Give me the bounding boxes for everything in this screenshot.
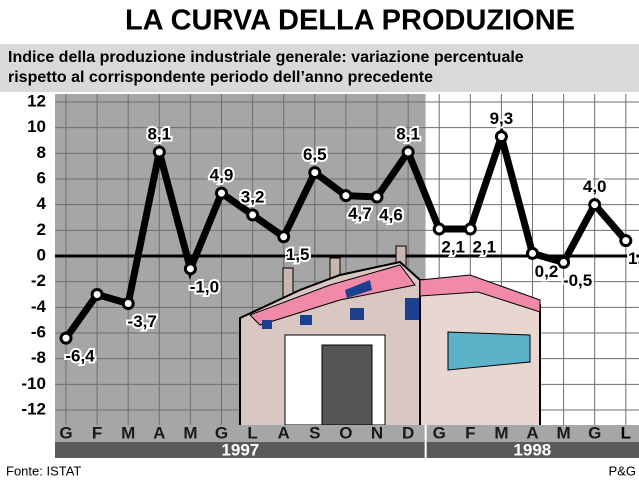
value-label: 9,3 [490, 109, 514, 128]
data-point [559, 257, 569, 267]
y-tick-label: -6 [31, 322, 46, 341]
x-tick-label: S [309, 423, 320, 442]
data-point [248, 210, 258, 220]
x-group-label: 1998 [513, 440, 551, 459]
y-tick-label: -10 [21, 374, 46, 393]
y-tick-label: -2 [31, 271, 46, 290]
data-point [590, 200, 600, 210]
data-point [92, 290, 102, 300]
y-tick-label: 8 [37, 143, 46, 162]
subtitle: rispetto al corrispondente periodo dell’… [8, 69, 433, 86]
value-label: 6,5 [303, 145, 327, 164]
value-label: 2,1 [472, 238, 496, 257]
y-tick-label: 2 [37, 220, 46, 239]
x-tick-label: M [121, 423, 135, 442]
y-tick-label: -8 [31, 348, 46, 367]
value-label: -0,5 [563, 271, 592, 290]
data-point [61, 333, 71, 343]
data-point [465, 224, 475, 234]
chart-title: LA CURVA DELLA PRODUZIONE [125, 5, 575, 37]
y-tick-label: 0 [37, 245, 46, 264]
y-tick-label: 6 [37, 168, 46, 187]
y-tick-label: 10 [27, 117, 46, 136]
value-label: 4,0 [583, 177, 607, 196]
page: LA CURVA DELLA PRODUZIONE Indice della p… [0, 0, 639, 487]
value-label: -6,4 [65, 347, 95, 366]
x-tick-label: A [153, 423, 165, 442]
value-label: 1,5 [286, 245, 310, 264]
value-label: 8,1 [396, 125, 420, 144]
value-label: -1,0 [190, 277, 219, 296]
source: Fonte: ISTAT [6, 463, 81, 478]
x-tick-label: A [526, 423, 538, 442]
x-tick-label: O [339, 423, 352, 442]
value-label: 2,1 [441, 238, 465, 257]
data-point [123, 298, 133, 308]
data-point [372, 192, 382, 202]
x-tick-label: A [278, 423, 290, 442]
value-label: -3,7 [128, 312, 157, 331]
value-label: 4,7 [348, 204, 372, 223]
chart: LA CURVA DELLA PRODUZIONE Indice della p… [0, 0, 639, 487]
y-tick-label: -12 [21, 399, 46, 418]
data-point [279, 232, 289, 242]
x-tick-label: G [433, 423, 446, 442]
value-label: 3,2 [241, 187, 265, 206]
y-tick-label: 12 [27, 91, 46, 110]
value-label: 0,2 [535, 262, 559, 281]
x-tick-label: L [247, 423, 257, 442]
data-point [403, 147, 413, 157]
x-tick-label: N [371, 423, 383, 442]
year-band [55, 442, 639, 458]
value-label: 4,9 [210, 166, 234, 185]
data-point [434, 224, 444, 234]
subtitle: Indice della produzione industriale gene… [8, 49, 524, 66]
x-tick-label: F [465, 423, 475, 442]
data-point [528, 248, 538, 258]
data-point [341, 191, 351, 201]
data-point [154, 147, 164, 157]
x-group-label: 1997 [221, 440, 259, 459]
credit: P&G [609, 463, 636, 478]
x-tick-label: G [59, 423, 72, 442]
x-tick-label: G [588, 423, 601, 442]
value-label: 1,2 [628, 249, 639, 268]
y-tick-label: -4 [31, 297, 47, 316]
data-point [185, 264, 195, 274]
x-tick-label: G [215, 423, 228, 442]
x-tick-label: L [621, 423, 631, 442]
x-tick-label: M [557, 423, 571, 442]
y-tick-label: 4 [37, 194, 47, 213]
value-label: 8,1 [147, 125, 171, 144]
x-tick-label: D [402, 423, 414, 442]
x-tick-label: M [183, 423, 197, 442]
data-point [217, 188, 227, 198]
x-tick-label: F [92, 423, 102, 442]
data-point [621, 236, 631, 246]
data-point [496, 132, 506, 142]
x-tick-label: M [494, 423, 508, 442]
value-label: 4,6 [379, 205, 403, 224]
data-point [310, 168, 320, 178]
